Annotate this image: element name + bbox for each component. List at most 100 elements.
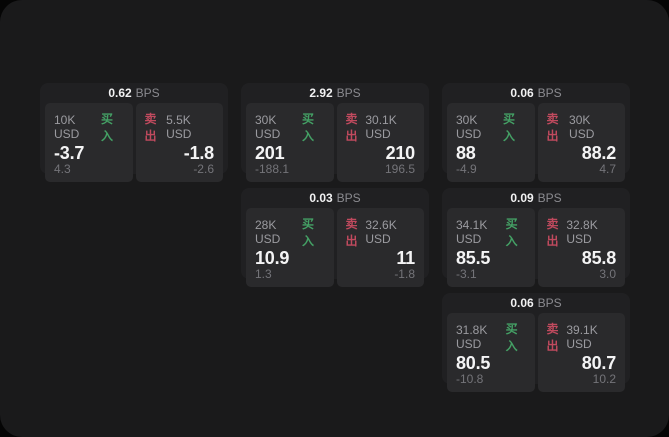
bps-value: 2.92	[309, 86, 333, 100]
sell-panel[interactable]: 卖出 32.6K USD 11 -1.8	[336, 208, 424, 287]
buy-label: 买入	[301, 217, 314, 248]
buy-price: 80.5	[456, 353, 491, 373]
bps-unit-label: BPS	[135, 86, 160, 100]
sell-price: -1.8	[183, 143, 214, 163]
quote-card: 0.06 BPS 30K USD 买入 88 -4.9 卖出 30K USD	[442, 83, 630, 182]
quote-card: 2.92 BPS 30K USD 买入 201 -188.1 卖出 30.1K …	[241, 83, 429, 182]
sell-panel-top: 卖出 39.1K USD	[547, 320, 617, 354]
bps-value: 0.03	[309, 191, 333, 205]
sell-panel[interactable]: 卖出 32.8K USD 85.8 3.0	[537, 208, 625, 287]
card-header: 0.06 BPS	[447, 83, 625, 103]
quote-card: 0.03 BPS 28K USD 买入 10.9 1.3 卖出 32.6K US…	[241, 188, 429, 287]
quote-card: 0.09 BPS 34.1K USD 买入 85.5 -3.1 卖出 32.8K…	[442, 188, 630, 287]
sell-sub-value: 4.7	[599, 162, 616, 176]
quote-board: 0.62 BPS 10K USD 买入 -3.7 4.3 卖出 5.5K USD	[40, 83, 630, 392]
buy-panel-top: 28K USD 买入	[255, 215, 325, 249]
sell-panel-top: 卖出 32.8K USD	[547, 215, 617, 249]
quote-panels: 30K USD 买入 88 -4.9 卖出 30K USD 88.2 4.7	[447, 103, 625, 182]
sell-price: 80.7	[581, 353, 616, 373]
sell-panel[interactable]: 卖出 39.1K USD 80.7 10.2	[537, 313, 625, 392]
buy-label: 买入	[505, 217, 518, 248]
buy-panel-top: 34.1K USD 买入	[456, 215, 526, 249]
buy-panel-top: 31.8K USD 买入	[456, 320, 526, 354]
bps-value: 0.09	[510, 191, 534, 205]
sell-size: 32.8K USD	[566, 218, 598, 246]
buy-size: 31.8K USD	[456, 323, 488, 351]
buy-sub-value: -10.8	[456, 372, 484, 386]
sell-price: 88.2	[581, 143, 616, 163]
sell-price: 210	[385, 143, 416, 163]
buy-panel[interactable]: 10K USD 买入 -3.7 4.3	[45, 103, 133, 182]
sell-size: 30K USD	[569, 113, 595, 141]
sell-price: 11	[396, 248, 415, 268]
bps-unit-label: BPS	[537, 296, 562, 310]
buy-panel-top: 30K USD 买入	[255, 110, 325, 144]
card-header: 0.09 BPS	[447, 188, 625, 208]
bps-unit-label: BPS	[537, 191, 562, 205]
buy-price: 88	[456, 143, 476, 163]
sell-label: 卖出	[144, 112, 157, 143]
sell-sub-value: 3.0	[599, 267, 616, 281]
quote-card: 0.62 BPS 10K USD 买入 -3.7 4.3 卖出 5.5K USD	[40, 83, 228, 182]
buy-panel-top: 10K USD 买入	[54, 110, 124, 144]
quote-card: 0.06 BPS 31.8K USD 买入 80.5 -10.8 卖出 39.1…	[442, 293, 630, 392]
buy-panel-top: 30K USD 买入	[456, 110, 526, 144]
sell-label: 卖出	[546, 322, 559, 353]
buy-panel[interactable]: 34.1K USD 买入 85.5 -3.1	[447, 208, 535, 287]
buy-size: 30K USD	[255, 113, 281, 141]
buy-price: -3.7	[54, 143, 85, 163]
card-header: 0.03 BPS	[246, 188, 424, 208]
bps-value: 0.06	[510, 296, 534, 310]
buy-sub-value: 4.3	[54, 162, 71, 176]
sell-label: 卖出	[546, 112, 559, 143]
sell-sub-value: 196.5	[384, 162, 415, 176]
sell-panel[interactable]: 卖出 30K USD 88.2 4.7	[537, 103, 625, 182]
bps-unit-label: BPS	[336, 191, 361, 205]
card-header: 0.62 BPS	[45, 83, 223, 103]
buy-panel[interactable]: 30K USD 买入 201 -188.1	[246, 103, 334, 182]
buy-price: 10.9	[255, 248, 290, 268]
buy-sub-value: 1.3	[255, 267, 272, 281]
bps-value: 0.06	[510, 86, 534, 100]
sell-label: 卖出	[546, 217, 559, 248]
buy-panel[interactable]: 28K USD 买入 10.9 1.3	[246, 208, 334, 287]
sell-sub-value: -1.8	[394, 267, 415, 281]
buy-sub-value: -3.1	[456, 267, 477, 281]
sell-panel-top: 卖出 32.6K USD	[346, 215, 416, 249]
sell-label: 卖出	[345, 112, 358, 143]
sell-panel-top: 卖出 5.5K USD	[145, 110, 215, 144]
buy-size: 10K USD	[54, 113, 80, 141]
sell-price: 85.8	[581, 248, 616, 268]
buy-label: 买入	[301, 112, 314, 143]
buy-sub-value: -4.9	[456, 162, 477, 176]
buy-panel[interactable]: 31.8K USD 买入 80.5 -10.8	[447, 313, 535, 392]
sell-sub-value: -2.6	[193, 162, 214, 176]
quote-panels: 10K USD 买入 -3.7 4.3 卖出 5.5K USD -1.8 -2.…	[45, 103, 223, 182]
buy-size: 34.1K USD	[456, 218, 488, 246]
sell-size: 32.6K USD	[365, 218, 397, 246]
sell-size: 39.1K USD	[566, 323, 598, 351]
bps-unit-label: BPS	[336, 86, 361, 100]
buy-price: 85.5	[456, 248, 491, 268]
sell-panel[interactable]: 卖出 5.5K USD -1.8 -2.6	[135, 103, 223, 182]
sell-size: 30.1K USD	[365, 113, 397, 141]
sell-sub-value: 10.2	[592, 372, 616, 386]
sell-panel[interactable]: 卖出 30.1K USD 210 196.5	[336, 103, 424, 182]
bps-value: 0.62	[108, 86, 132, 100]
quote-panels: 30K USD 买入 201 -188.1 卖出 30.1K USD 210 1…	[246, 103, 424, 182]
quote-panels: 28K USD 买入 10.9 1.3 卖出 32.6K USD 11 -1.8	[246, 208, 424, 287]
sell-panel-top: 卖出 30.1K USD	[346, 110, 416, 144]
quote-panels: 34.1K USD 买入 85.5 -3.1 卖出 32.8K USD 85.8…	[447, 208, 625, 287]
buy-label: 买入	[502, 112, 515, 143]
card-header: 2.92 BPS	[246, 83, 424, 103]
buy-panel[interactable]: 30K USD 买入 88 -4.9	[447, 103, 535, 182]
buy-size: 28K USD	[255, 218, 281, 246]
buy-price: 201	[255, 143, 285, 163]
sell-panel-top: 卖出 30K USD	[547, 110, 617, 144]
sell-label: 卖出	[345, 217, 358, 248]
bps-unit-label: BPS	[537, 86, 562, 100]
buy-label: 买入	[100, 112, 113, 143]
card-header: 0.06 BPS	[447, 293, 625, 313]
sell-size: 5.5K USD	[166, 113, 192, 141]
